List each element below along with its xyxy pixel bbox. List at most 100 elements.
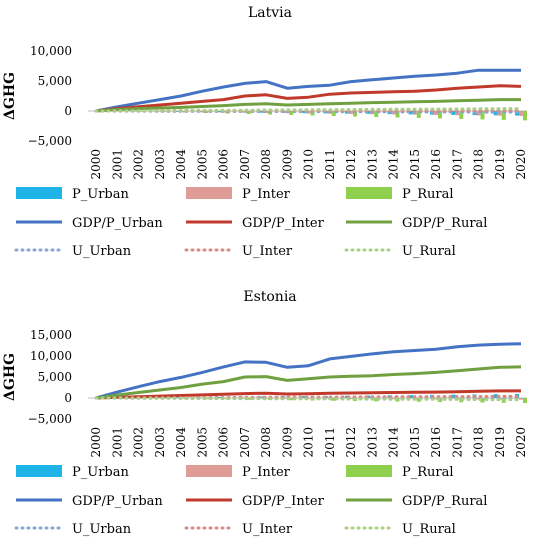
legend-label: U_Rural (402, 244, 456, 259)
bar-p-urban (260, 396, 264, 398)
x-tick-label: 2014 (387, 149, 401, 180)
x-tick-label: 2018 (472, 427, 486, 458)
line-gdp-p-rural (95, 98, 521, 113)
x-tick-label: 2016 (429, 427, 443, 458)
x-tick-label: 2005 (195, 149, 209, 180)
bar-p-inter (434, 111, 438, 115)
bar-p-urban (493, 394, 498, 398)
y-tick-label: 10,000 (30, 349, 72, 363)
bar-p-rural (246, 398, 251, 400)
bar-p-urban (451, 394, 456, 398)
x-tick-label: 2002 (132, 149, 146, 180)
x-tick-label: 2018 (472, 149, 486, 180)
x-tick-label: 2006 (217, 427, 231, 458)
bar-p-inter (476, 111, 481, 116)
bar-p-rural (459, 111, 464, 119)
chart-1: Estonia ΔGHG 15,000 10,000 5,000 0 −5,000 2000 2… (2, 289, 528, 537)
bar-p-rural (246, 111, 251, 114)
y-tick-label: 0 (64, 104, 72, 118)
bar-p-inter (306, 398, 311, 399)
chart-title: Estonia (243, 289, 296, 305)
x-tick-label: 2015 (408, 427, 422, 458)
legend-swatch (16, 465, 62, 477)
bar-p-rural (289, 398, 294, 401)
legend-label: P_Rural (402, 465, 454, 480)
x-tick-label: 2008 (259, 427, 273, 458)
x-tick-label: 2012 (344, 427, 358, 458)
x-tick-label: 2014 (387, 427, 401, 458)
x-tick-label: 2011 (323, 427, 337, 458)
bar-p-rural (480, 398, 485, 403)
bar-p-inter (391, 111, 396, 115)
bar-p-inter (434, 398, 438, 400)
line-gdp-p-urban (95, 68, 521, 113)
x-tick-label: 2007 (238, 149, 252, 180)
line-gdp-p-inter (95, 389, 521, 400)
x-tick-label: 2017 (450, 149, 464, 180)
y-axis-label: ΔGHG (2, 72, 18, 120)
legend-label: P_Rural (402, 187, 454, 202)
bar-p-urban (217, 111, 222, 113)
bar-p-inter (157, 111, 162, 112)
bar-p-inter (200, 111, 205, 113)
x-tick-label: 2009 (280, 427, 294, 458)
bar-p-inter (349, 111, 353, 114)
x-tick-label: 2015 (408, 149, 422, 180)
x-tick-label: 2002 (132, 427, 146, 458)
bar-p-rural (310, 111, 315, 116)
bar-p-rural (374, 398, 379, 402)
legend-label: U_Rural (402, 522, 456, 537)
x-tick-label: 2010 (302, 427, 316, 458)
legend-swatch (186, 187, 232, 199)
bar-p-inter (391, 398, 396, 400)
x-tick-label: 2016 (429, 149, 443, 180)
bar-p-rural (331, 398, 336, 401)
bar-p-urban (302, 396, 307, 398)
bar-p-urban (260, 111, 264, 113)
legend-label: GDP/P_Urban (72, 494, 163, 509)
bar-p-rural (395, 111, 400, 118)
bar-p-rural (289, 111, 294, 115)
legend-label: U_Urban (72, 244, 132, 259)
bar-p-urban (408, 395, 413, 398)
bar-p-inter (519, 398, 523, 400)
legend-label: P_Urban (72, 465, 129, 480)
x-tick-label: 2005 (195, 427, 209, 458)
y-axis-label: ΔGHG (2, 353, 18, 401)
legend-label: U_Inter (242, 244, 293, 259)
line-gdp-p-urban (95, 342, 522, 400)
legend-label: GDP/P_Rural (402, 494, 487, 509)
x-tick-label: 2013 (365, 427, 379, 458)
bar-p-rural (438, 111, 442, 119)
x-tick-label: 2019 (493, 427, 507, 458)
bar-p-rural (523, 398, 527, 404)
y-tick-label: 15,000 (30, 328, 72, 342)
bar-p-rural (374, 111, 379, 117)
x-tick-label: 2017 (450, 427, 464, 458)
line-u-rural (94, 396, 523, 402)
legend-label: GDP/P_Inter (242, 216, 325, 231)
y-tick-label: 5,000 (38, 370, 72, 384)
legend-label: U_Urban (72, 522, 132, 537)
bar-p-inter (349, 398, 353, 400)
bar-p-rural (353, 111, 357, 117)
bar-p-inter (306, 111, 311, 114)
bar-p-inter (519, 111, 523, 116)
x-tick-label: 2008 (259, 149, 273, 180)
bar-p-urban (302, 111, 307, 114)
line-gdp-p-inter (95, 84, 522, 113)
legend-label: GDP/P_Urban (72, 216, 163, 231)
x-tick-label: 2010 (302, 149, 316, 180)
y-tick-label: −5,000 (28, 134, 72, 148)
bar-p-urban (451, 111, 456, 115)
x-tick-label: 2009 (280, 149, 294, 180)
y-tick-label: 5,000 (38, 74, 72, 88)
bar-p-urban (175, 397, 179, 398)
x-tick-label: 2007 (238, 427, 252, 458)
bar-p-rural (523, 111, 527, 121)
legend-swatch (186, 465, 232, 477)
x-tick-label: 2001 (110, 427, 124, 458)
line-u-rural (94, 107, 523, 113)
bar-p-rural (140, 111, 145, 112)
